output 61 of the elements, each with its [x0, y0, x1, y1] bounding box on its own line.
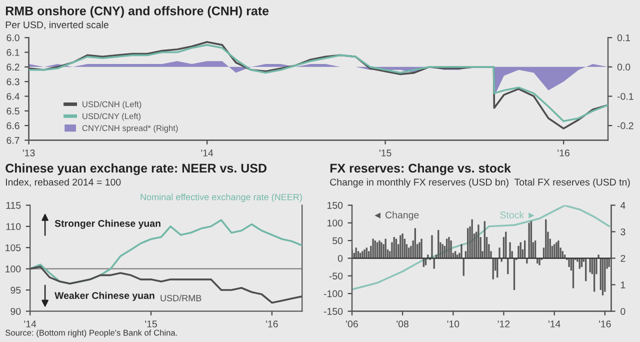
y-tick-label: 150 [327, 202, 343, 209]
y2-tick-label: 2 [620, 254, 626, 262]
chart-subtitle: Index, rebased 2014 = 100 [6, 178, 121, 187]
annotation: Stronger Chinese yuan [54, 220, 160, 229]
y-tick-label: -150 [324, 308, 343, 315]
y-tick-label: 115 [6, 202, 21, 209]
x-tick-label: '13 [22, 150, 35, 156]
y2-tick-label: 4 [620, 202, 626, 209]
line-series [352, 205, 610, 290]
legend-label: CNY/CNH spread* (Right) [82, 124, 178, 133]
series-label: Stock ► [500, 211, 534, 218]
y-tick-label: 0 [338, 254, 343, 262]
y2-tick-label: -0.1 [617, 92, 634, 100]
x-tick-label: '16 [599, 320, 611, 328]
text: Nominal effective exchange rate (NEER) [140, 194, 302, 202]
x-tick-label: '15 [379, 150, 392, 156]
chart-title: RMB onshore (CNY) and offshore (CNH) rate [6, 6, 269, 18]
y-tick-label: 95 [10, 286, 21, 294]
y2-tick-label: -0.2 [617, 122, 634, 130]
y-tick-label: -100 [324, 290, 343, 298]
y-tick-label: -50 [329, 272, 343, 280]
chart-subtitle: Per USD, inverted scale [6, 21, 108, 30]
x-tick-label: '08 [396, 320, 408, 328]
y-axis-title: Change in monthly FX reserves (USD bn) [330, 178, 508, 188]
y-tick-label: 6.4 [6, 92, 20, 100]
y-tick-label: 6.7 [6, 136, 20, 144]
chart-title: Chinese yuan exchange rate: NEER vs. USD [6, 163, 266, 176]
source-note: Source: (Bottom right) People's Bank of China. [6, 330, 177, 338]
series-label: ◄ Change [374, 211, 419, 220]
x-tick-label: '14 [548, 320, 560, 328]
y2-tick-label: 0.0 [617, 64, 630, 71]
legend-label: USD/CNY (Left) [82, 113, 141, 121]
x-tick-label: '16 [266, 320, 278, 328]
legend-label: USD/CNH (Left) [82, 101, 142, 109]
y-tick-label: 6.5 [6, 108, 20, 115]
y2-tick-label: 0.1 [617, 34, 630, 42]
y-tick-label: 105 [6, 244, 21, 252]
y2-tick-label: 3 [620, 228, 626, 236]
y-tick-label: 6.3 [6, 78, 20, 86]
series-label: USD/RMB [160, 294, 202, 302]
x-tick-label: '10 [447, 320, 460, 328]
y-tick-label: 6.2 [6, 64, 20, 71]
y2-tick-label: 1 [620, 282, 626, 288]
x-tick-label: '15 [145, 320, 157, 328]
y-tick-label: 6.0 [6, 34, 20, 42]
y-tick-label: 6.6 [6, 122, 20, 130]
y2-axis-title: Total FX reserves (USD tn) [514, 178, 630, 188]
annotation: Weaker Chinese yuan [54, 292, 154, 301]
y-tick-label: 100 [6, 266, 21, 272]
x-tick-label: '06 [346, 320, 358, 328]
x-tick-label: '12 [498, 320, 510, 328]
y2-tick-label: 0 [620, 308, 626, 315]
y-tick-label: 50 [332, 237, 343, 244]
x-tick-label: '14 [201, 150, 214, 156]
y-tick-label: 90 [10, 308, 21, 315]
y-tick-label: 100 [327, 220, 343, 226]
chart-title: FX reserves: Change vs. stock [330, 163, 511, 176]
x-tick-label: '16 [558, 150, 570, 156]
x-tick-label: '14 [24, 320, 36, 328]
y-tick-label: 110 [6, 223, 21, 230]
y-tick-label: 6.1 [6, 49, 20, 56]
